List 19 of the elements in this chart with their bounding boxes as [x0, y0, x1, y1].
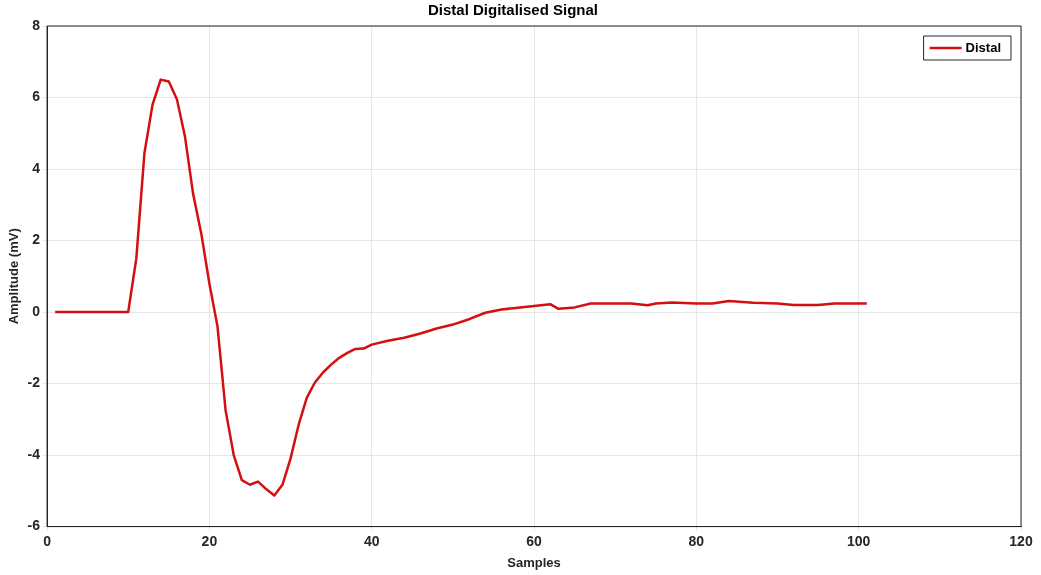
- y-tick-label: 6: [32, 88, 41, 105]
- y-tick-label: 2: [32, 231, 41, 248]
- x-tick-label: 40: [363, 532, 380, 549]
- x-tick-label: 60: [526, 532, 543, 549]
- x-tick-label: 0: [43, 532, 52, 549]
- chart-title: Distal Digitalised Signal: [427, 1, 599, 19]
- y-tick-label: 8: [32, 16, 41, 33]
- x-tick-label: 20: [201, 532, 218, 549]
- x-tick-label: 100: [846, 532, 871, 549]
- x-tick-label: 80: [688, 532, 705, 549]
- y-axis-title: Amplitude (mV): [6, 228, 22, 325]
- legend-label: Distal: [965, 39, 1002, 55]
- y-tick-label: -6: [27, 517, 41, 534]
- y-tick-label: 0: [32, 302, 41, 319]
- x-tick-label: 120: [1009, 532, 1033, 549]
- y-tick-label: 4: [32, 159, 41, 176]
- y-tick-label: -2: [27, 374, 41, 391]
- y-tick-label: -4: [27, 445, 41, 462]
- x-axis-title: Samples: [507, 554, 561, 570]
